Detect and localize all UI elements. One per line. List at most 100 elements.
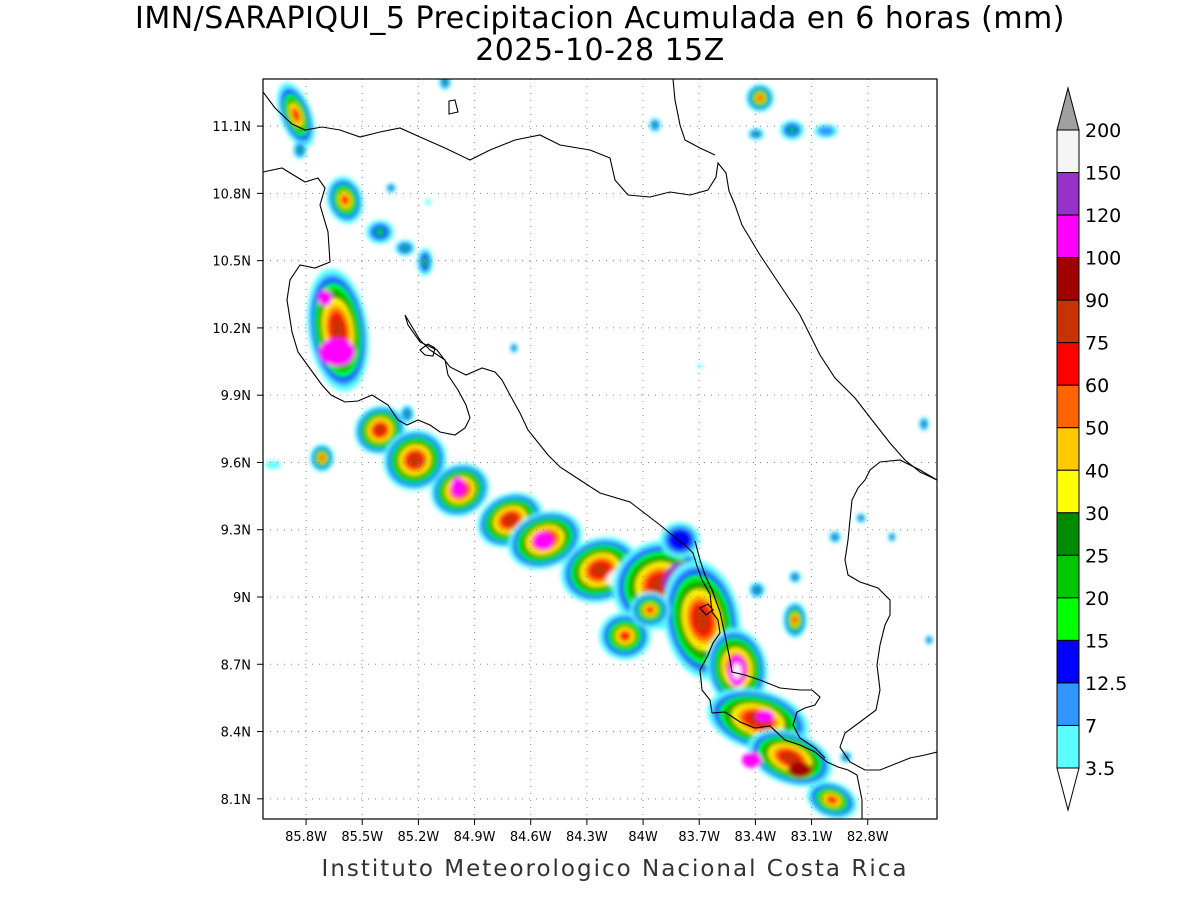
legend-under-triangle [1056, 767, 1080, 812]
legend-label: 60 [1085, 375, 1109, 397]
rain-cell [793, 617, 797, 623]
legend-label: 50 [1085, 418, 1109, 440]
lat-tick-label: 8.1N [221, 793, 251, 808]
legend-swatch [1056, 512, 1080, 556]
lon-tick-label: 83.4W [734, 830, 776, 845]
legend-label: 15 [1085, 630, 1109, 652]
legend-swatch [1056, 214, 1080, 259]
rain-cell [668, 529, 692, 551]
rain-cell [927, 638, 931, 642]
lat-tick-label: 9N [233, 591, 251, 606]
legend-swatch [1056, 682, 1080, 726]
rain-cell [425, 199, 431, 205]
rain-cell [404, 410, 410, 418]
map-frame [262, 78, 938, 820]
lat-tick-label: 11.1N [212, 120, 251, 135]
legend-swatch [1056, 469, 1080, 514]
rain-cell [781, 752, 799, 764]
lon-tick-label: 84W [628, 830, 658, 845]
rain-cell [442, 79, 448, 85]
rain-cell [753, 131, 759, 137]
rain-cell [922, 421, 926, 427]
legend-over-triangle [1056, 86, 1080, 131]
rain-cell [652, 122, 658, 128]
lat-tick-label: 9.6N [221, 456, 251, 471]
lat-tick-label: 10.2N [212, 322, 251, 337]
lat-tick-label: 8.7N [221, 658, 251, 673]
lon-tick-label: 83.1W [791, 830, 833, 845]
legend-swatch [1056, 129, 1080, 174]
rain-cell [620, 632, 630, 640]
lon-tick-label: 84.6W [510, 830, 552, 845]
lon-tick-label: 85.2W [397, 830, 439, 845]
rain-cell [408, 453, 422, 467]
axis-labels: 85.8W 85.5W 85.2W 84.9W 84.6W 84.3W 84W 83.7W 83… [212, 120, 888, 845]
legend-swatch [1056, 554, 1080, 599]
legend-label: 3.5 [1085, 758, 1115, 780]
legend-label: 75 [1085, 333, 1109, 355]
rain-cell [592, 563, 608, 577]
rain-cell [754, 587, 760, 593]
rain-cell [422, 257, 428, 267]
legend-label: 40 [1085, 460, 1109, 482]
rain-cell [512, 346, 516, 350]
rain-cell [331, 317, 345, 343]
lat-tick-label: 9.9N [221, 389, 251, 404]
legend-label: 30 [1085, 503, 1109, 525]
legend-swatch [1056, 427, 1080, 471]
axis-ticks [257, 125, 869, 825]
legend-swatch [1056, 384, 1080, 429]
rain-cell [265, 461, 281, 469]
rain-cell [451, 477, 465, 497]
map-title: IMN/SARAPIQUI_5 Precipitacion Acumulada … [135, 1, 1065, 36]
lon-tick-label: 83.7W [678, 830, 720, 845]
rain-cell [318, 290, 332, 306]
legend-label: 25 [1085, 545, 1109, 567]
rain-cell [792, 574, 798, 580]
lat-tick-label: 8.4N [221, 726, 251, 741]
rain-cell [375, 227, 385, 237]
rain-cell [757, 95, 763, 101]
lat-tick-label: 9.3N [221, 524, 251, 539]
rain-cell [788, 762, 812, 778]
lon-tick-label: 84.3W [566, 830, 608, 845]
rain-cell [503, 514, 517, 526]
legend-label: 200 [1085, 120, 1121, 142]
rain-cell [401, 245, 409, 251]
rain-cell [697, 364, 703, 368]
legend-swatch [1056, 257, 1080, 301]
lat-tick-label: 10.8N [212, 187, 251, 202]
rain-cell [787, 126, 797, 134]
rain-cell [297, 146, 303, 154]
legend-label: 20 [1085, 588, 1109, 610]
legend-swatch [1056, 342, 1080, 386]
rain-cell [292, 109, 300, 121]
legend-label: 12.5 [1085, 673, 1127, 695]
legend-swatch [1056, 172, 1080, 216]
rain-cell [742, 752, 762, 768]
legend-label: 150 [1085, 163, 1121, 185]
rain-cell [533, 532, 553, 550]
rain-cell [832, 534, 838, 540]
rain-cell [756, 710, 774, 722]
lon-tick-label: 85.8W [285, 830, 327, 845]
rain-cell [319, 338, 355, 366]
legend-swatch [1056, 299, 1080, 344]
legend-label: 7 [1085, 715, 1097, 737]
rain-cell [320, 455, 324, 461]
legend-label: 120 [1085, 205, 1121, 227]
legend-swatch [1056, 597, 1080, 641]
rain-cell [827, 796, 837, 804]
lat-tick-label: 10.5N [212, 255, 251, 270]
rain-cell [389, 186, 393, 190]
rain-cell [732, 663, 742, 679]
legend-swatch [1056, 724, 1080, 769]
lon-tick-label: 82.8W [847, 830, 889, 845]
footer-credit: Instituto Meteorologico Nacional Costa R… [321, 856, 909, 882]
rain-cell [374, 425, 386, 435]
rain-cell [646, 607, 654, 613]
rain-cell [342, 196, 348, 204]
rain-cell [859, 516, 863, 520]
color-legend: 3.5 7 12.5 15 20 25 30 40 50 60 75 90 100 120 150 200 [1056, 86, 1127, 812]
